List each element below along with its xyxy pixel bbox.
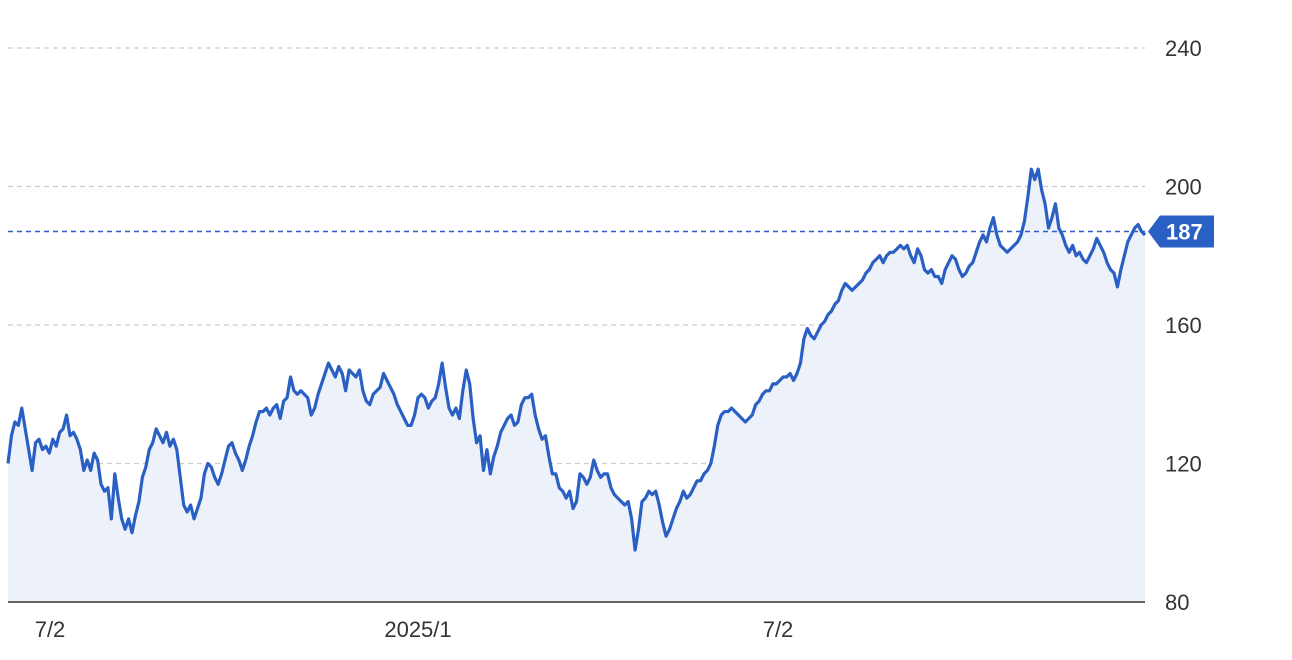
x-axis-labels: 7/2 2025/1 7/2 xyxy=(35,617,794,642)
current-value-badge xyxy=(1148,215,1214,248)
area-fill xyxy=(8,169,1145,602)
y-tick-label: 240 xyxy=(1165,36,1202,61)
y-tick-label: 200 xyxy=(1165,175,1202,200)
y-tick-label: 160 xyxy=(1165,313,1202,338)
y-tick-label: 120 xyxy=(1165,452,1202,477)
x-tick-label: 7/2 xyxy=(35,617,66,642)
x-tick-label: 7/2 xyxy=(763,617,794,642)
y-tick-label: 80 xyxy=(1165,590,1189,615)
current-value-label: 187 xyxy=(1166,220,1203,245)
y-axis-labels: 80 120 160 200 240 xyxy=(1165,36,1202,615)
price-line xyxy=(6,167,1147,552)
x-tick-label: 2025/1 xyxy=(384,617,451,642)
current-value-tag: 187 xyxy=(1148,215,1214,248)
